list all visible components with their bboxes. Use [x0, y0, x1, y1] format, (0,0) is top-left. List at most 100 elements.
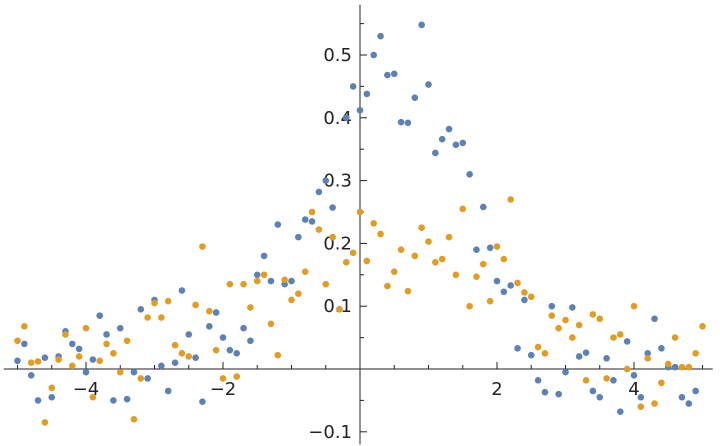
data-point — [678, 363, 686, 371]
data-point — [158, 314, 165, 321]
data-point — [397, 246, 405, 253]
data-point — [116, 368, 124, 376]
data-point — [267, 320, 275, 328]
data-point — [27, 371, 35, 379]
data-point — [630, 302, 638, 310]
data-point — [377, 230, 384, 238]
data-point — [247, 304, 254, 311]
data-point — [253, 277, 261, 285]
data-point — [48, 384, 56, 392]
data-point — [75, 353, 83, 360]
data-point — [322, 177, 330, 184]
data-point — [171, 359, 179, 367]
data-point — [466, 302, 473, 310]
data-point — [603, 355, 610, 362]
data-point — [144, 314, 151, 321]
data-point — [288, 277, 295, 285]
data-point — [658, 379, 665, 387]
data-point — [425, 238, 432, 245]
data-point — [438, 255, 446, 263]
data-point — [575, 353, 583, 360]
data-point — [301, 268, 309, 275]
data-point — [521, 296, 528, 304]
data-point — [527, 351, 535, 359]
data-point — [103, 340, 110, 348]
data-point — [459, 139, 467, 147]
data-point — [130, 368, 138, 376]
data-point — [336, 306, 343, 313]
data-point — [233, 373, 240, 380]
x-tick-label: 2 — [491, 379, 502, 400]
data-point — [507, 196, 514, 203]
data-point — [151, 299, 158, 307]
data-point — [295, 290, 302, 297]
data-point — [630, 371, 638, 379]
data-point — [21, 322, 28, 330]
data-point — [329, 204, 336, 211]
data-point — [562, 368, 569, 376]
data-point — [534, 343, 542, 351]
data-point — [260, 271, 268, 279]
data-point — [384, 71, 391, 79]
data-point — [459, 205, 467, 213]
data-point — [178, 287, 186, 294]
data-point — [644, 355, 651, 362]
data-point — [137, 375, 145, 382]
data-point — [363, 257, 371, 265]
data-point — [651, 400, 658, 407]
data-point — [610, 334, 617, 341]
data-point — [219, 375, 227, 382]
data-point — [41, 354, 49, 361]
data-point — [171, 341, 179, 349]
data-point — [397, 118, 405, 126]
data-point — [219, 334, 227, 341]
data-point — [493, 277, 501, 285]
data-point — [226, 346, 234, 354]
data-point — [452, 271, 460, 279]
data-point — [644, 350, 651, 357]
data-point — [370, 51, 378, 59]
data-point — [41, 419, 49, 426]
y-tick-label: 0.2 — [323, 233, 352, 254]
y-tick-label: 0.3 — [323, 171, 352, 192]
data-point — [370, 220, 378, 227]
data-point — [356, 208, 364, 216]
data-point — [664, 360, 672, 368]
data-point — [438, 135, 446, 143]
data-point — [301, 216, 309, 223]
data-point — [589, 311, 597, 318]
data-point — [390, 268, 398, 275]
data-point — [473, 273, 480, 280]
data-point — [123, 395, 131, 403]
data-point — [452, 141, 460, 149]
data-point — [274, 221, 282, 228]
data-point — [308, 208, 316, 216]
data-point — [110, 350, 117, 357]
data-point — [21, 340, 28, 348]
data-point — [610, 377, 617, 384]
data-point — [82, 368, 90, 376]
data-point — [137, 306, 145, 313]
data-point — [678, 393, 686, 401]
data-point — [418, 21, 425, 29]
data-point — [651, 315, 658, 323]
data-point — [260, 252, 268, 260]
data-point — [164, 387, 172, 395]
data-point — [96, 357, 103, 365]
data-point — [404, 119, 412, 127]
data-point — [192, 354, 199, 361]
data-point — [288, 296, 295, 304]
data-point — [322, 280, 330, 288]
data-point — [96, 312, 103, 319]
data-point — [445, 125, 453, 133]
data-point — [521, 289, 528, 296]
data-point — [377, 32, 384, 40]
data-point — [82, 324, 90, 332]
data-point — [699, 322, 706, 330]
data-point — [493, 243, 501, 250]
data-point — [116, 324, 124, 332]
data-point — [671, 334, 679, 341]
data-point — [534, 377, 542, 384]
data-point — [596, 393, 604, 401]
